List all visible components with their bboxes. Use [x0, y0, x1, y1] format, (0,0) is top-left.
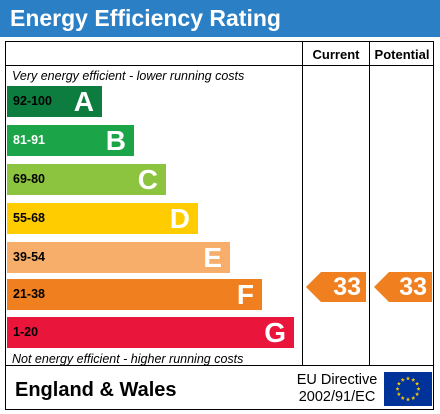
- note-bottom: Not energy efficient - higher running co…: [12, 352, 244, 366]
- band-letter: B: [105, 125, 126, 156]
- band-range: 92-100: [13, 94, 52, 108]
- band-range: 69-80: [13, 172, 45, 186]
- band-range: 55-68: [13, 211, 45, 225]
- band-g: 1-20 G: [7, 317, 294, 348]
- footer-region: England & Wales: [15, 379, 177, 401]
- flag-star: [416, 386, 421, 391]
- band-range: 81-91: [13, 133, 45, 147]
- band-b: 81-91 B: [7, 125, 134, 156]
- band-e: 39-54 E: [7, 242, 230, 273]
- eu-directive-line2: 2002/91/EC: [298, 389, 376, 405]
- band-letter: D: [169, 203, 190, 234]
- flag-star: [395, 386, 400, 391]
- flag-star: [396, 381, 401, 386]
- band-d: 55-68 D: [7, 203, 198, 234]
- band-letter: G: [264, 317, 286, 348]
- band-letter: C: [137, 164, 158, 195]
- band-range: 39-54: [13, 250, 45, 264]
- note-top: Very energy efficient - lower running co…: [12, 69, 245, 83]
- potential-rating-arrow: 33: [374, 272, 432, 302]
- column-header-potential: Potential: [374, 47, 430, 62]
- footer: [5, 365, 434, 410]
- title-bar: Energy Efficiency Rating: [0, 0, 440, 37]
- flag-star: [400, 395, 405, 400]
- flag-star: [415, 381, 420, 386]
- band-letter: F: [236, 279, 254, 310]
- flag-star: [411, 395, 416, 400]
- band-letter: A: [73, 86, 94, 117]
- flag-star: [415, 392, 420, 397]
- header-divider: [5, 65, 434, 66]
- band-letter: E: [203, 242, 222, 273]
- column-header-current: Current: [312, 47, 360, 62]
- flag-star: [405, 397, 411, 402]
- band-range: 1-20: [13, 325, 39, 339]
- band-a: 92-100 A: [7, 86, 102, 117]
- flag-star: [400, 377, 405, 382]
- eu-directive-line1: EU Directive: [296, 372, 378, 388]
- flag-star: [396, 392, 401, 397]
- eu-directive: EU Directive 2002/91/EC: [294, 372, 380, 406]
- band-c: 69-80 C: [7, 164, 166, 195]
- divider-current: [302, 41, 303, 366]
- eu-flag-icon: [384, 372, 432, 406]
- band-f: 21-38 F: [7, 279, 262, 310]
- flag-star: [411, 377, 416, 382]
- band-range: 21-38: [13, 287, 45, 301]
- flag-star: [405, 376, 411, 381]
- current-rating-arrow: 33: [306, 272, 366, 302]
- divider-potential: [369, 41, 370, 366]
- page-title: Energy Efficiency Rating: [10, 5, 281, 31]
